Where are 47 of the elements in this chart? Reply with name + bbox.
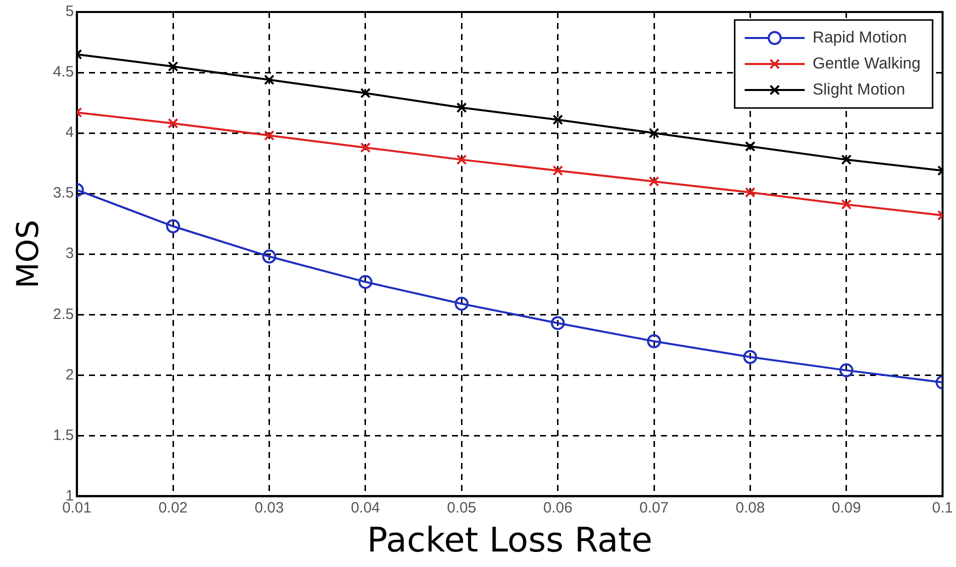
y-axis-title: MOS	[10, 220, 46, 288]
point	[168, 61, 178, 72]
point	[456, 154, 467, 165]
point	[648, 128, 660, 138]
point	[166, 219, 180, 234]
point	[262, 250, 276, 264]
point	[360, 142, 371, 153]
x-tick-label: 0.05	[447, 499, 476, 516]
legend-label: Gentle Walking	[812, 55, 921, 72]
point	[647, 334, 661, 348]
y-tick-label: 2	[66, 366, 74, 384]
point	[360, 88, 371, 98]
point	[454, 296, 469, 311]
x-tick-label: 0.06	[543, 499, 572, 516]
legend-label: Rapid Motion	[812, 29, 907, 46]
point	[839, 363, 854, 378]
y-tick-label: 2.5	[52, 306, 74, 323]
x-tick-label: 0.08	[736, 499, 765, 516]
x-tick-label: 0.03	[254, 499, 284, 516]
x-tick-label: 0.07	[639, 499, 669, 516]
x-tick-label: 0.1	[932, 499, 954, 516]
point	[550, 316, 565, 330]
x-axis-title: Packet Loss Rate	[367, 520, 652, 560]
y-tick-label: 1.5	[52, 426, 74, 444]
point	[744, 187, 756, 198]
point	[358, 274, 372, 289]
y-tick-label: 4.5	[52, 64, 74, 81]
x-tick-label: 0.04	[350, 499, 380, 516]
point	[168, 118, 178, 129]
x-tick-label: 0.02	[158, 499, 188, 516]
x-tick-label: 0.09	[832, 499, 861, 516]
legend-label: Slight Motion	[812, 81, 906, 98]
point	[552, 114, 564, 125]
x-tick-label: 0.01	[62, 499, 92, 516]
point	[743, 350, 758, 364]
y-tick-label: 5	[66, 3, 74, 20]
point	[648, 176, 660, 187]
point	[841, 199, 852, 210]
y-tick-label: 3	[66, 245, 74, 262]
point	[264, 74, 274, 86]
y-tick-label: 3.5	[52, 184, 74, 202]
point	[744, 141, 756, 152]
point	[456, 102, 467, 113]
point	[264, 130, 274, 141]
point	[552, 165, 564, 176]
y-tick-label: 4	[66, 124, 74, 142]
point	[841, 154, 852, 165]
